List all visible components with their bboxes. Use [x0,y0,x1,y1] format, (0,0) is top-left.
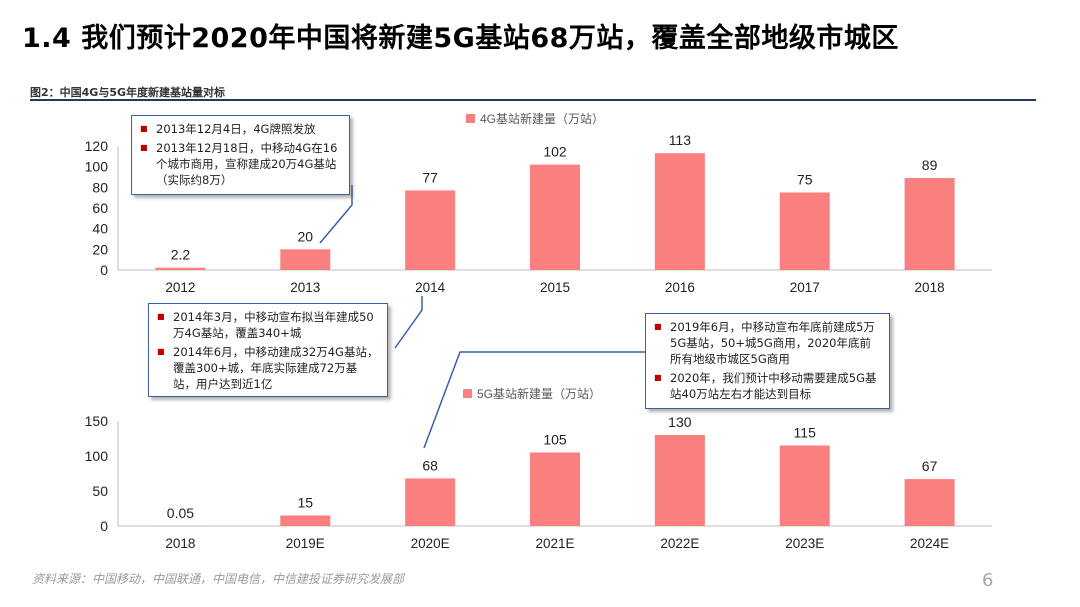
data-label: 20 [297,228,313,244]
bar [654,153,705,270]
y-tick-label: 100 [85,448,109,464]
bar [779,192,830,270]
y-tick-label: 0 [100,518,108,534]
data-label: 75 [797,172,813,188]
x-tick-label: 2014 [415,280,446,295]
data-label: 15 [297,495,313,511]
bar [405,478,456,526]
x-tick-label: 2018 [915,280,945,295]
data-label: 113 [669,132,692,148]
y-tick-label: 20 [92,241,108,257]
y-tick-label: 120 [85,138,109,154]
x-tick-label: 2023E [785,536,824,551]
data-label: 115 [794,425,817,441]
connector-2020 [423,351,652,449]
bar [155,267,206,270]
bar [904,178,955,270]
page-number: 6 [982,570,994,591]
data-label: 2.2 [171,247,191,263]
callout-item: 2013年12月4日，4G牌照发放 [140,121,341,137]
callout-2014: 2014年3月，中移动宣布拟当年建成50万4G基站，覆盖340+城 2014年6… [148,303,388,397]
data-label: 67 [922,458,938,474]
x-tick-label: 2015 [540,280,570,295]
callout-item: 2020年，我们预计中移动需要建成5G基站40万站左右才能达到目标 [654,370,881,402]
bar [530,164,580,270]
y-tick-label: 150 [85,413,109,429]
legend-swatch [463,389,472,398]
x-tick-label: 2021E [535,536,574,551]
callout-2020: 2019年6月，中移动宣布年底前建成5万5G基站，50+城5G商用，2020年底… [645,313,890,409]
legend-label: 4G基站新建量（万站） [480,111,604,126]
connector-2014 [394,296,423,349]
x-tick-label: 2013 [290,280,320,295]
y-tick-label: 40 [92,221,108,237]
y-tick-label: 80 [92,179,108,195]
data-label: 130 [668,414,692,430]
bar [530,452,580,526]
data-label: 89 [922,157,938,173]
legend-swatch [466,114,475,123]
data-label: 105 [543,432,567,448]
data-label: 0.05 [167,505,194,521]
bar [280,249,331,270]
x-tick-label: 2019E [286,536,325,551]
legend-label: 5G基站新建量（万站） [477,386,601,401]
figure-divider [30,99,1036,101]
callout-item: 2014年3月，中移动宣布拟当年建成50万4G基站，覆盖340+城 [157,309,379,341]
bar [280,515,331,526]
x-tick-label: 2022E [660,536,699,551]
x-tick-label: 2018 [165,536,195,551]
y-tick-label: 0 [100,262,108,278]
callout-item: 2013年12月18日，中移动4G在16个城市商用，宣称建成20万4G基站（实际… [140,140,341,188]
y-tick-label: 60 [92,200,108,216]
callout-item: 2019年6月，中移动宣布年底前建成5万5G基站，50+城5G商用，2020年底… [654,319,881,367]
bar [654,435,705,526]
bar [405,190,456,270]
x-tick-label: 2020E [411,536,450,551]
bar [904,479,955,526]
bar [779,445,830,526]
connector-2013 [319,185,353,244]
x-tick-label: 2012 [165,280,195,295]
data-label: 68 [422,457,438,473]
y-tick-label: 100 [85,159,109,175]
x-tick-label: 2024E [910,536,949,551]
source-note: 资料来源：中国移动，中国联通，中国电信，中信建投证券研究发展部 [32,572,405,586]
figure-label: 图2：中国4G与5G年度新建基站量对标 [30,86,226,99]
data-label: 77 [422,169,438,185]
x-tick-label: 2017 [790,280,820,295]
callout-2013: 2013年12月4日，4G牌照发放 2013年12月18日，中移动4G在16个城… [131,115,350,195]
x-tick-label: 2016 [665,280,695,295]
callout-item: 2014年6月，中移动建成32万4G基站，覆盖300+城，年底实际建成72万基站… [157,344,379,392]
page-title: 1.4 我们预计2020年中国将新建5G基站68万站，覆盖全部地级市城区 [22,23,899,54]
data-label: 102 [543,144,567,160]
y-tick-label: 50 [92,483,108,499]
